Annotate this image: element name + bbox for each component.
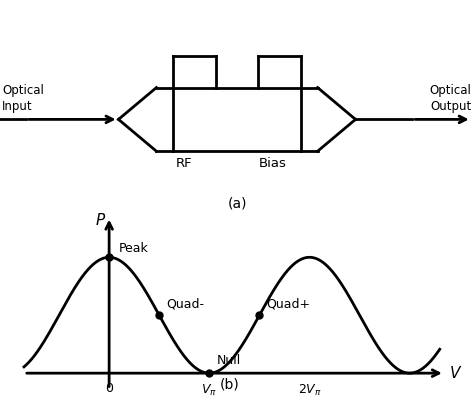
Text: Quad-: Quad- xyxy=(166,298,204,310)
Text: Quad+: Quad+ xyxy=(266,298,310,310)
Text: (b): (b) xyxy=(219,378,239,392)
Text: V: V xyxy=(450,366,460,380)
Text: $V_\pi$: $V_\pi$ xyxy=(201,382,217,398)
Text: Bias: Bias xyxy=(258,157,286,170)
Text: Null: Null xyxy=(216,354,241,367)
Text: 0: 0 xyxy=(105,382,113,396)
Text: Peak: Peak xyxy=(119,242,149,255)
Text: $2V_\pi$: $2V_\pi$ xyxy=(298,382,321,398)
Text: Optical
Input: Optical Input xyxy=(2,84,44,113)
Text: RF: RF xyxy=(175,157,192,170)
Text: (a): (a) xyxy=(227,197,247,211)
Text: Optical
Output: Optical Output xyxy=(430,84,472,113)
Text: P: P xyxy=(96,213,105,228)
